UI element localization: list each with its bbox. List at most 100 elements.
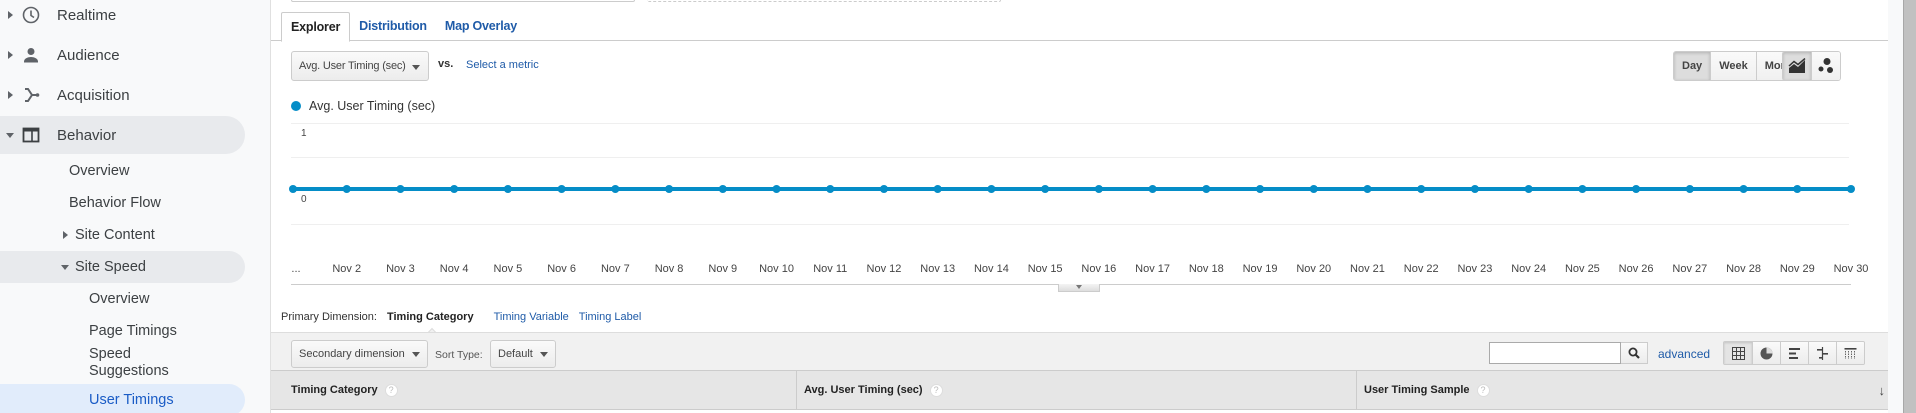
sidebar-item-audience[interactable]: Audience: [0, 36, 245, 74]
primary-dimension-active-label: Timing Category: [386, 311, 474, 323]
sidebar-item-acquisition[interactable]: Acquisition: [0, 76, 245, 114]
tab-map-overlay[interactable]: Map Overlay: [444, 19, 518, 33]
column-header-timing-category[interactable]: Timing Category ?: [271, 371, 796, 409]
x-tick: Nov 17: [1135, 263, 1171, 275]
pivot-view-icon: [1844, 347, 1857, 359]
data-point[interactable]: [1578, 185, 1587, 193]
column-header-user-timing-sample[interactable]: User Timing Sample ? ↓: [1356, 371, 1889, 409]
chevron-down-icon: [412, 65, 420, 70]
x-tick: Nov 26: [1618, 263, 1654, 275]
data-point[interactable]: [1470, 185, 1479, 193]
pie-view-button[interactable]: [1752, 342, 1780, 364]
data-point[interactable]: [1148, 185, 1157, 193]
caret-right-icon: [8, 51, 13, 59]
sidebar-item-behavior-overview[interactable]: Overview: [0, 152, 245, 190]
caret-right-icon: [63, 231, 68, 239]
sidebar-item-behavior[interactable]: Behavior: [0, 116, 245, 154]
sidebar-item-site-speed[interactable]: Site Speed: [0, 251, 245, 283]
sidebar-item-site-content[interactable]: Site Content: [0, 216, 245, 254]
add-segment-field[interactable]: [647, 0, 1001, 2]
table-header: Timing Category ? Avg. User Timing (sec)…: [271, 370, 1889, 410]
data-point[interactable]: [933, 185, 942, 193]
x-tick: Nov 4: [439, 263, 469, 275]
sidebar-item-site-speed-overview[interactable]: Overview: [0, 283, 245, 315]
sort-type-value: Default: [498, 348, 533, 360]
report-panel: Explorer Distribution Map Overlay Avg. U…: [270, 0, 1889, 413]
line-chart: 1 0 ... Nov 2 Nov 3 Nov 4 Nov 5 Nov 6 Nov 7 Nov…: [271, 115, 1889, 295]
data-point[interactable]: [557, 185, 566, 193]
advanced-filter-link[interactable]: advanced: [1658, 347, 1711, 361]
data-point[interactable]: [1094, 185, 1103, 193]
legend-dot-icon: [291, 101, 301, 111]
sidebar-item-page-timings[interactable]: Page Timings: [0, 315, 245, 347]
data-point[interactable]: [1202, 185, 1211, 193]
comparison-view-button[interactable]: [1808, 342, 1836, 364]
help-icon[interactable]: ?: [384, 383, 398, 397]
data-point[interactable]: [1847, 185, 1855, 193]
data-point[interactable]: [718, 185, 727, 193]
help-icon[interactable]: ?: [1476, 383, 1490, 397]
data-point[interactable]: [1309, 185, 1318, 193]
metric-dropdown[interactable]: Avg. User Timing (sec): [291, 51, 429, 81]
data-point[interactable]: [1632, 185, 1641, 193]
data-point[interactable]: [396, 185, 405, 193]
tab-explorer[interactable]: Explorer: [281, 12, 351, 42]
data-point[interactable]: [826, 185, 835, 193]
caret-down-icon: [61, 264, 69, 270]
help-icon[interactable]: ?: [929, 383, 943, 397]
chevron-down-icon: [1076, 285, 1082, 289]
primary-dimension-timing-label[interactable]: Timing Label: [578, 311, 642, 323]
x-tick: Nov 6: [547, 263, 576, 275]
primary-dimension-timing-category[interactable]: Timing Category: [386, 311, 484, 343]
sidebar-item-behavior-flow[interactable]: Behavior Flow: [0, 184, 245, 222]
collapse-chart-toggle[interactable]: [1058, 284, 1100, 292]
sidebar-item-label: Overview: [89, 291, 150, 307]
data-point[interactable]: [450, 185, 459, 193]
data-point[interactable]: [1041, 185, 1050, 193]
chevron-down-icon: [412, 352, 420, 357]
data-point[interactable]: [1417, 185, 1426, 193]
x-tick: Nov 7: [600, 263, 630, 275]
sidebar-item-realtime[interactable]: Realtime: [0, 0, 245, 34]
line-chart-button[interactable]: [1783, 52, 1811, 80]
secondary-dimension-dropdown[interactable]: Secondary dimension: [291, 340, 428, 368]
primary-dimension-label: Primary Dimension:: [281, 311, 377, 323]
day-button[interactable]: Day: [1674, 52, 1711, 80]
table-search-input[interactable]: [1489, 342, 1621, 364]
tab-distribution[interactable]: Distribution: [359, 19, 427, 33]
chart-type-toggle: [1782, 51, 1841, 81]
segment-field[interactable]: [291, 0, 635, 2]
data-point[interactable]: [611, 185, 620, 193]
sidebar-item-speed-suggestions[interactable]: Speed Suggestions: [0, 346, 245, 386]
week-button[interactable]: Week: [1710, 52, 1756, 80]
data-point[interactable]: [987, 185, 996, 193]
data-point[interactable]: [772, 185, 781, 193]
chart-legend: Avg. User Timing (sec): [291, 99, 435, 113]
select-metric-link[interactable]: Select a metric: [466, 59, 539, 71]
data-point[interactable]: [1685, 185, 1694, 193]
data-point[interactable]: [1524, 185, 1533, 193]
data-point[interactable]: [289, 185, 297, 193]
behavior-icon: [22, 127, 40, 143]
data-point[interactable]: [879, 185, 888, 193]
x-tick: Nov 25: [1564, 263, 1600, 275]
primary-dimension-timing-variable[interactable]: Timing Variable: [493, 311, 569, 323]
data-point[interactable]: [1363, 185, 1372, 193]
data-point[interactable]: [1739, 185, 1748, 193]
vertical-scrollbar[interactable]: [1903, 0, 1916, 413]
pivot-view-button[interactable]: [1836, 342, 1864, 364]
data-point[interactable]: [1793, 185, 1802, 193]
data-point[interactable]: [665, 185, 674, 193]
column-header-avg-user-timing[interactable]: Avg. User Timing (sec) ?: [796, 371, 1356, 409]
search-button[interactable]: [1621, 342, 1648, 364]
data-point[interactable]: [503, 185, 512, 193]
sidebar-item-user-timings[interactable]: User Timings: [0, 384, 245, 413]
sort-type-dropdown[interactable]: Default: [490, 340, 556, 368]
motion-chart-button[interactable]: [1811, 52, 1840, 80]
comparison-view-icon: [1817, 346, 1828, 360]
performance-view-button[interactable]: [1780, 342, 1808, 364]
table-view-button[interactable]: [1724, 342, 1752, 364]
x-tick: Nov 19: [1242, 263, 1278, 275]
data-point[interactable]: [1256, 185, 1265, 193]
data-point[interactable]: [342, 185, 351, 193]
